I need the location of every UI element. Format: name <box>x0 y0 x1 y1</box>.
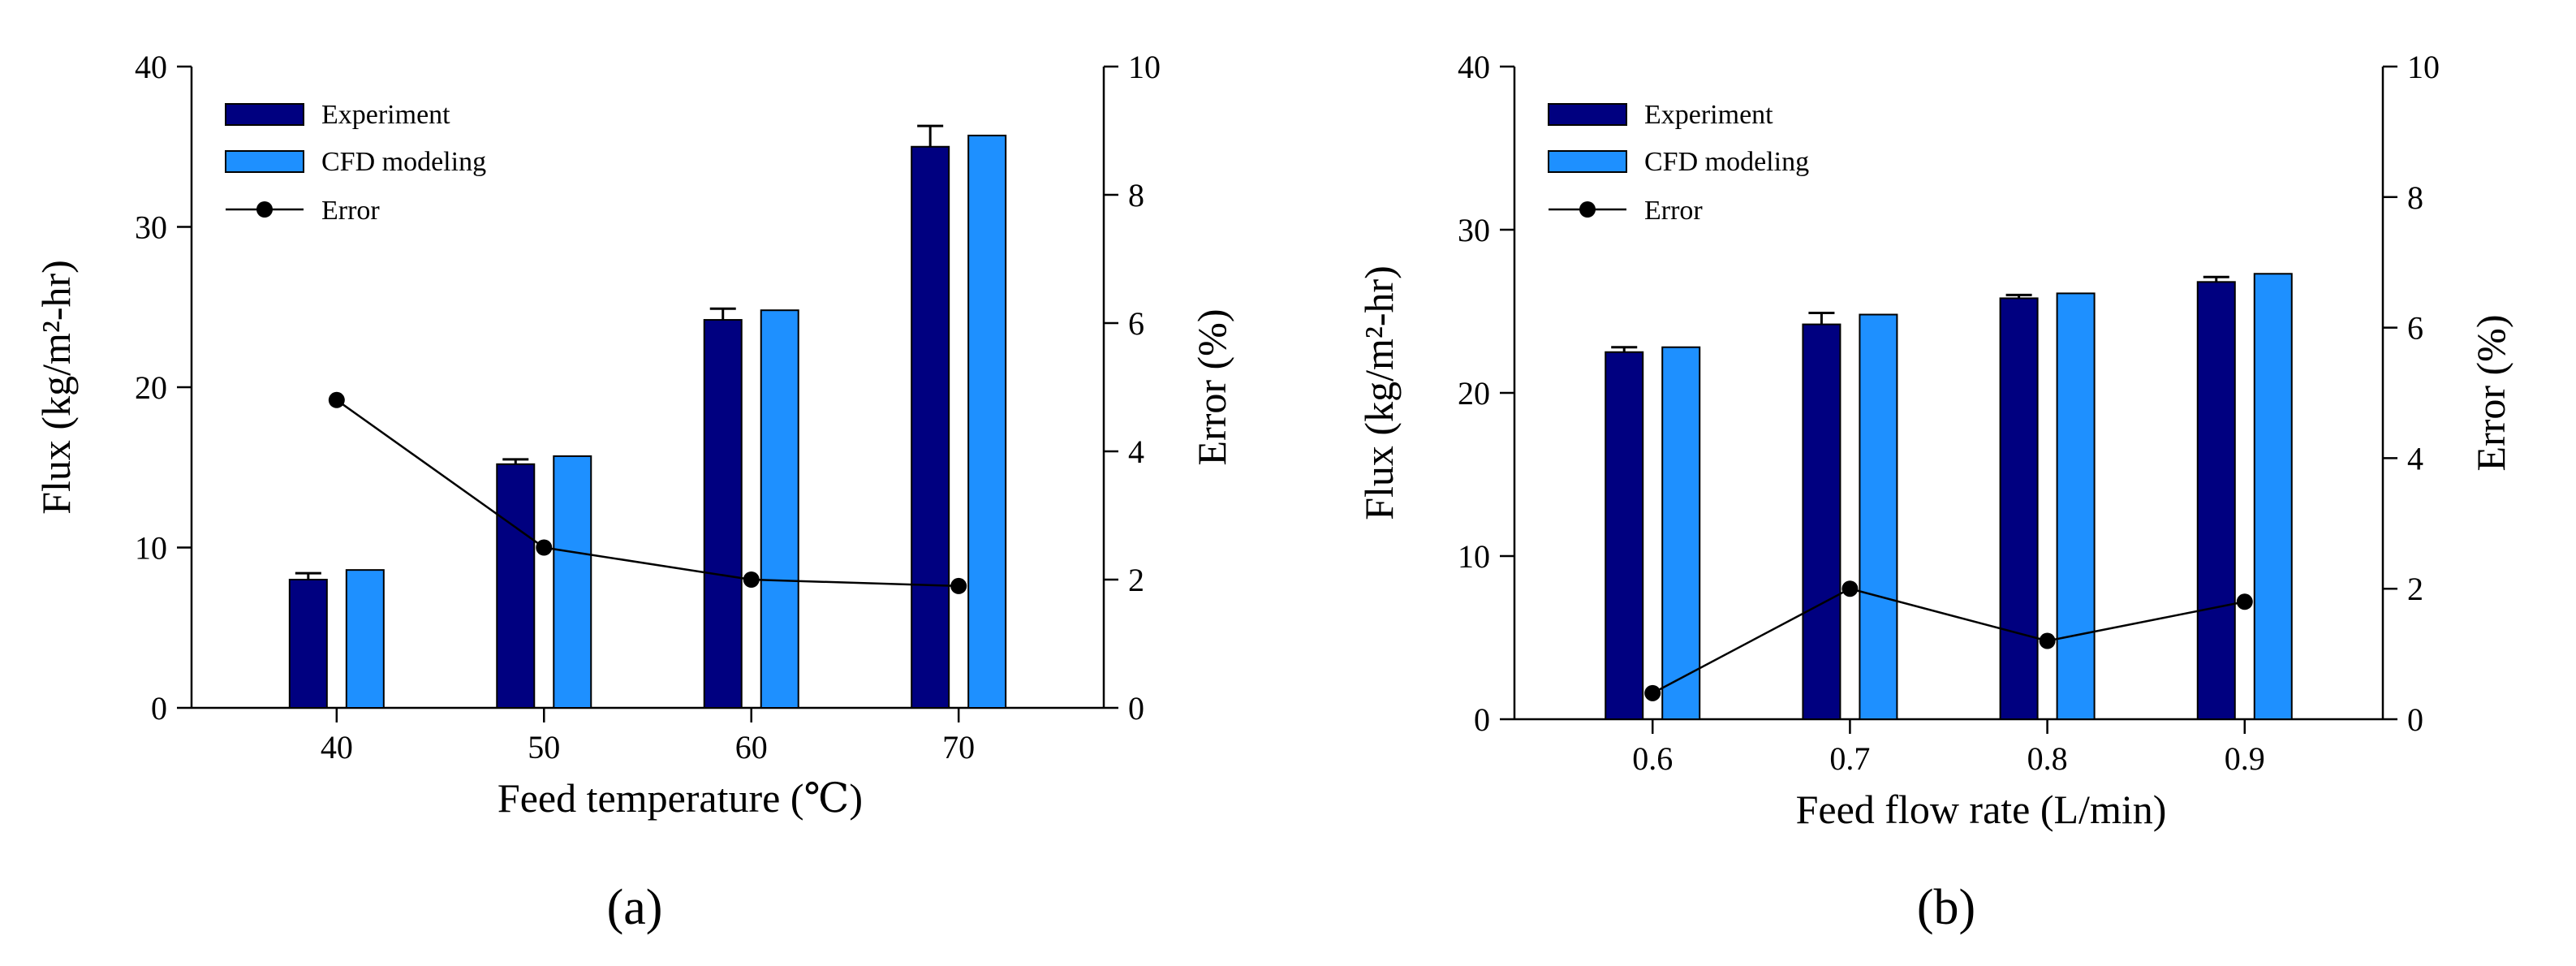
chart-panel-b: 0 10 20 30 40 0 2 4 6 8 10 0.6 0.7 0.8 0.9 Experiment CF… <box>1356 49 2514 935</box>
x-tick-label: 40 <box>321 729 353 765</box>
error-point <box>536 539 553 556</box>
y-tick-label-right: 6 <box>2407 310 2423 347</box>
legend-label-error: Error <box>321 196 380 226</box>
y-tick-label-left: 40 <box>135 49 167 85</box>
x-axis-label: Feed flow rate (L/min) <box>1796 787 2167 832</box>
bar-cfd-modeling <box>345 569 385 709</box>
y-tick-label-right: 0 <box>2407 701 2423 738</box>
error-point <box>1842 580 1859 597</box>
y-axis-label-right: Error (%) <box>2468 315 2514 472</box>
x-tick-label: 0.7 <box>1829 740 1870 777</box>
legend-label-error: Error <box>1644 196 1703 226</box>
bar-cfd-modeling <box>2253 273 2293 720</box>
legend-swatch-experiment <box>225 103 304 126</box>
panel-label: (b) <box>1917 880 1975 935</box>
bar-experiment <box>911 145 950 709</box>
x-tick-label: 60 <box>735 729 768 765</box>
bar-experiment <box>1999 297 2039 721</box>
y-tick-label-right: 6 <box>1128 305 1144 342</box>
y-tick-label-right: 4 <box>1128 433 1144 470</box>
y-tick-label-left: 0 <box>1474 701 1490 738</box>
bar-cfd-modeling <box>1859 313 1898 720</box>
bar-cfd-modeling <box>553 455 592 709</box>
bar-experiment <box>1605 351 1644 720</box>
y-tick-label-left: 20 <box>1458 375 1490 412</box>
y-tick-label-right: 10 <box>2407 49 2440 85</box>
y-tick-label-right: 2 <box>2407 571 2423 607</box>
legend-label-experiment: Experiment <box>1644 100 1773 130</box>
x-tick-label: 70 <box>942 729 975 765</box>
y-axis-label-left: Flux (kg/m²-hr) <box>1356 265 1402 520</box>
y-tick-label-right: 4 <box>2407 440 2423 477</box>
bar-experiment <box>2196 281 2236 720</box>
error-point <box>2236 593 2253 610</box>
x-tick-label: 0.9 <box>2225 740 2265 777</box>
legend-swatch-error-marker <box>1579 201 1596 218</box>
panel-label: (a) <box>607 880 663 935</box>
x-axis-label: Feed temperature (℃) <box>498 775 863 821</box>
bar-cfd-modeling <box>967 134 1007 709</box>
y-tick-label-left: 40 <box>1458 49 1490 85</box>
error-point <box>950 577 967 594</box>
y-tick-label-left: 10 <box>135 530 167 567</box>
error-point <box>1644 684 1661 701</box>
error-line <box>336 399 959 588</box>
legend-label-cfd-modeling: CFD modeling <box>321 147 486 177</box>
x-tick-label: 0.6 <box>1632 740 1673 777</box>
bar-experiment <box>703 319 743 709</box>
bar-experiment <box>496 463 536 709</box>
y-tick-label-right: 10 <box>1128 49 1161 85</box>
y-tick-label-right: 8 <box>1128 177 1144 213</box>
legend-swatch-experiment <box>1548 103 1627 126</box>
bar-cfd-modeling <box>2056 292 2096 720</box>
y-tick-label-right: 2 <box>1128 562 1144 598</box>
error-point <box>328 391 345 408</box>
legend-swatch-error-marker <box>256 201 273 218</box>
legend-label-experiment: Experiment <box>321 100 450 130</box>
legend-swatch-cfd-modeling <box>225 150 304 173</box>
error-line <box>1652 587 2246 694</box>
y-tick-label-left: 20 <box>135 369 167 406</box>
y-axis-label-right: Error (%) <box>1189 309 1234 466</box>
y-tick-label-left: 0 <box>151 690 167 727</box>
y-tick-label-right: 0 <box>1128 690 1144 727</box>
legend-swatch-cfd-modeling <box>1548 150 1627 173</box>
y-axis-label-left: Flux (kg/m²-hr) <box>33 260 79 515</box>
legend-label-cfd-modeling: CFD modeling <box>1644 147 1809 177</box>
y-tick-label-left: 30 <box>135 209 167 246</box>
x-tick-label: 50 <box>528 729 560 765</box>
bar-cfd-modeling <box>760 309 799 709</box>
bar-cfd-modeling <box>1661 346 1701 720</box>
y-tick-label-left: 10 <box>1458 538 1490 575</box>
chart-panel-a: 0 10 20 30 40 0 2 4 6 8 10 40 50 60 70 Experiment CFD mo… <box>33 49 1234 935</box>
y-tick-label-right: 8 <box>2407 179 2423 216</box>
bar-experiment <box>288 579 328 709</box>
error-point <box>743 571 760 588</box>
y-tick-label-left: 30 <box>1458 212 1490 248</box>
x-tick-label: 0.8 <box>2027 740 2068 777</box>
error-point <box>2039 632 2056 649</box>
bar-experiment <box>1802 323 1842 720</box>
